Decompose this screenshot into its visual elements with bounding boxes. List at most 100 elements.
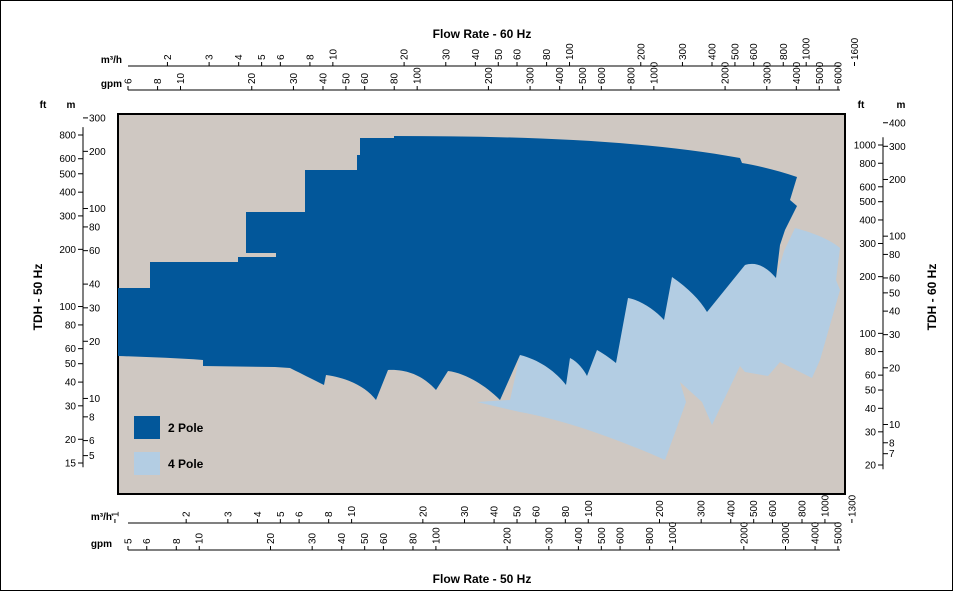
tick-label: 20 [865,461,877,472]
tick-label: 30 [441,48,452,60]
tick-label: 40 [65,378,77,389]
g-left-ft-unit: ft [40,100,47,111]
tick-label: 100 [889,232,906,243]
tick-label: 600 [859,182,876,193]
tick-label: 20 [400,48,411,60]
tick-label: 1000 [820,494,831,517]
tick-label: 80 [889,250,901,261]
tick-label: 2000 [739,521,750,544]
series-4-pole-area [477,228,840,460]
tick-label: 60 [379,532,390,544]
tick-label: 3 [205,54,216,60]
tick-label: 4 [234,54,245,60]
tick-label: 200 [636,43,647,60]
tick-label: 30 [889,330,901,341]
tick-label: 40 [318,72,329,84]
tick-label: 30 [460,505,471,517]
tick-label: 1000 [649,61,660,84]
tick-label: 100 [89,204,106,215]
tick-label: 300 [697,500,708,517]
tick-label: 400 [708,43,719,60]
tick-label: 5 [276,511,287,517]
tick-label: 800 [59,131,76,142]
bottom-axis-m3h: m³/h1 2 3 4 5 6 8 10 20 30 40 50 60 80 100 200 300 400 500… [91,494,858,524]
tick-label: 8 [172,538,183,544]
tick-label: 15 [65,459,77,470]
left-axis: ft m 15 20 30 40 50 60 80 100 200 300 400 500 600 800 5 6… [40,100,106,470]
tick-label: 2 [182,511,193,517]
tick-label: 500 [749,500,760,517]
tick-label: 50 [65,359,77,370]
tick-label: 3000 [762,61,773,84]
tick-label: 100 [59,302,76,313]
g-bot2-unit: gpm [91,539,112,550]
legend-label-4-pole: 4 Pole [168,457,204,471]
tick-label: 50 [494,48,505,60]
tick-label: 100 [413,67,424,84]
tick-label: 8 [305,54,316,60]
tick-label: 40 [337,532,348,544]
tick-label: 5 [89,451,95,462]
tick-label: 50 [360,532,371,544]
tick-label: 200 [859,272,876,283]
tick-label: 10 [889,420,901,431]
top-axis-gpm: gpm 6 8 10 20 30 40 50 60 80 100 200 300 400 500 600 800… [101,61,845,91]
tick-label: 40 [889,307,901,318]
tick-label: 3 [223,511,234,517]
tick-label: 300 [544,527,555,544]
tick-label: 800 [626,67,637,84]
tick-label: 10 [89,394,101,405]
tick-label: 3000 [781,521,792,544]
tick-label: 60 [889,273,901,284]
tick-label: 60 [360,72,371,84]
tick-label: 400 [59,188,76,199]
tick-label: 200 [89,147,106,158]
tick-label: 100 [565,43,576,60]
tick-label: 8 [889,438,895,449]
tick-label: 80 [865,347,877,358]
tick-label: 60 [513,48,524,60]
tick-label: 200 [59,245,76,256]
tick-label: 300 [889,142,906,153]
tick-label: 20 [89,337,101,348]
tick-label: 1000 [854,141,877,152]
tick-label: 500 [578,67,589,84]
tick-label: 1000 [802,37,813,60]
right-axis: ft m 20 30 40 50 60 80 100 200 300 400 500 600 800 1000… [854,100,906,472]
tick-label: 400 [574,527,585,544]
tick-label: 6 [142,538,153,544]
g-bot1-unit: m³/h [91,512,112,523]
tick-label: 5000 [815,61,826,84]
tick-label: 30 [65,401,77,412]
tick-label: 600 [616,527,627,544]
tick-label: 400 [555,67,566,84]
tick-label: 800 [859,159,876,170]
g-right-m-unit: m [897,100,906,111]
tick-label: 400 [859,215,876,226]
tick-label: 10 [195,532,206,544]
tick-label: 80 [408,532,419,544]
tick-label: 20 [418,505,429,517]
tick-label: 500 [597,527,608,544]
tick-label: 80 [561,505,572,517]
tick-label: 200 [503,527,514,544]
tick-label: 8 [324,511,335,517]
legend-swatch-4-pole [134,452,160,475]
tick-label: 30 [289,72,300,84]
tick-label: 400 [889,118,906,129]
tick-label: 20 [889,363,901,374]
tick-label: 500 [730,43,741,60]
tick-label: 800 [779,43,790,60]
tick-label: 300 [89,113,106,124]
tick-label: 10 [328,48,339,60]
tick-label: 10 [347,505,358,517]
g-top1-unit: m³/h [101,55,122,66]
tick-label: 6 [89,436,95,447]
tick-label: 30 [308,532,319,544]
left-axis-title: TDH - 50 Hz [31,264,45,331]
tick-label: 4000 [792,61,803,84]
tick-label: 8 [153,78,164,84]
tick-label: 30 [89,303,101,314]
bottom-axis-title: Flow Rate - 50 Hz [433,572,532,586]
